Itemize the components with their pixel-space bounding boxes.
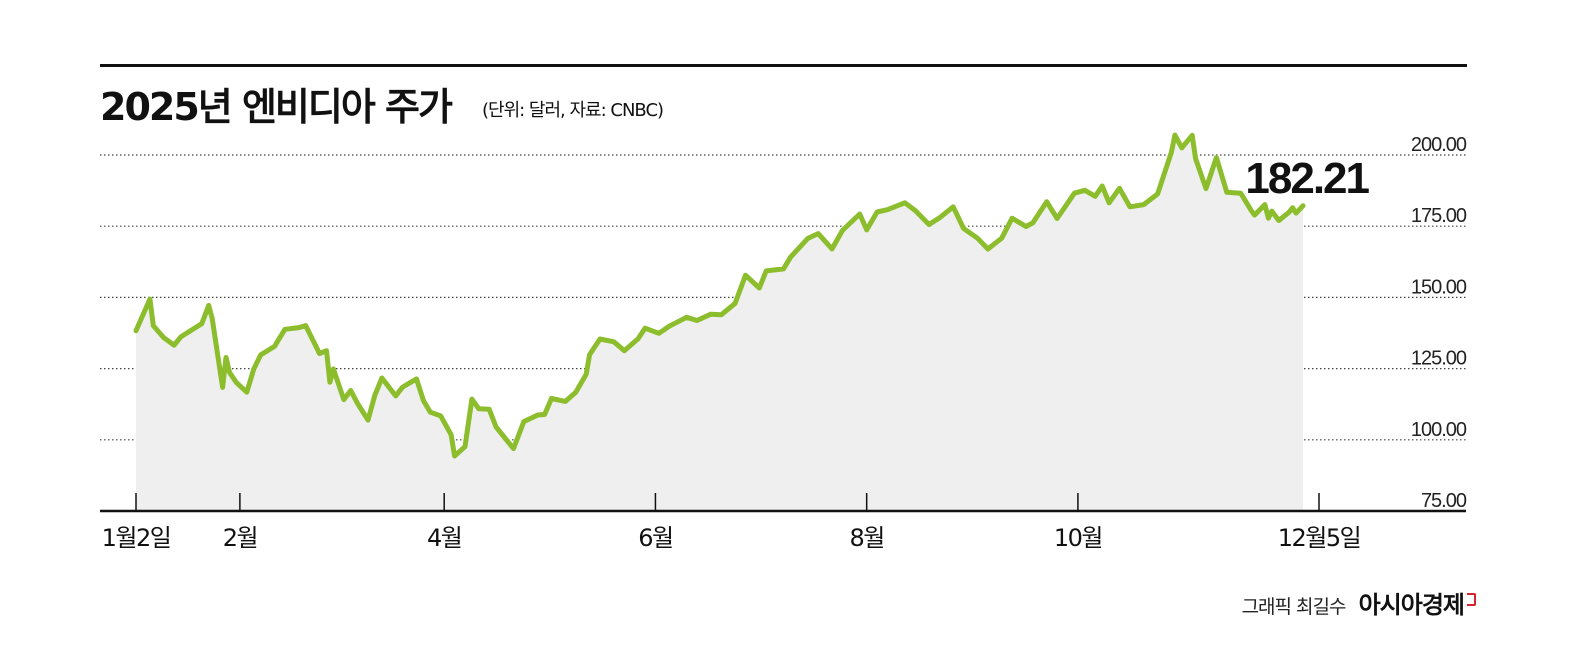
x-tick-label: 10월 xyxy=(1054,524,1102,552)
y-tick-label: 125.00 xyxy=(1411,348,1467,370)
y-tick-label: 200.00 xyxy=(1411,134,1467,156)
x-tick-label: 6월 xyxy=(638,524,672,552)
y-tick-label: 175.00 xyxy=(1411,205,1467,227)
x-tick-label: 2월 xyxy=(223,524,257,552)
credit-text: 그래픽 최길수 xyxy=(1241,596,1347,618)
credit: 그래픽 최길수 아시아경제 xyxy=(1241,590,1476,623)
x-axis xyxy=(100,493,1466,513)
y-tick-label: 100.00 xyxy=(1411,419,1467,441)
price-area xyxy=(136,135,1303,511)
y-tick-label: 150.00 xyxy=(1411,276,1467,298)
last-value-label: 182.21 xyxy=(1245,154,1369,203)
x-tick-label: 8월 xyxy=(849,524,883,552)
area-fill xyxy=(136,135,1303,511)
axis-labels: 75.00 100.00 125.00 150.00 175.00 200.00 182.2… xyxy=(102,134,1468,552)
x-tick-label: 1월2일 xyxy=(102,524,171,552)
x-tick-label: 12월5일 xyxy=(1278,524,1360,552)
price-line-group xyxy=(133,132,1306,459)
chart-title: 2025년 엔비디아 주가 xyxy=(100,85,453,129)
top-rule xyxy=(100,64,1467,67)
brand-mark-icon xyxy=(1467,593,1476,606)
brand-name: 아시아경제 xyxy=(1358,591,1465,619)
y-tick-label: 75.00 xyxy=(1421,490,1467,512)
chart-subtitle: (단위: 달러, 자료: CNBC) xyxy=(482,100,664,121)
price-line xyxy=(133,132,1306,459)
x-tick-label: 4월 xyxy=(427,524,461,552)
